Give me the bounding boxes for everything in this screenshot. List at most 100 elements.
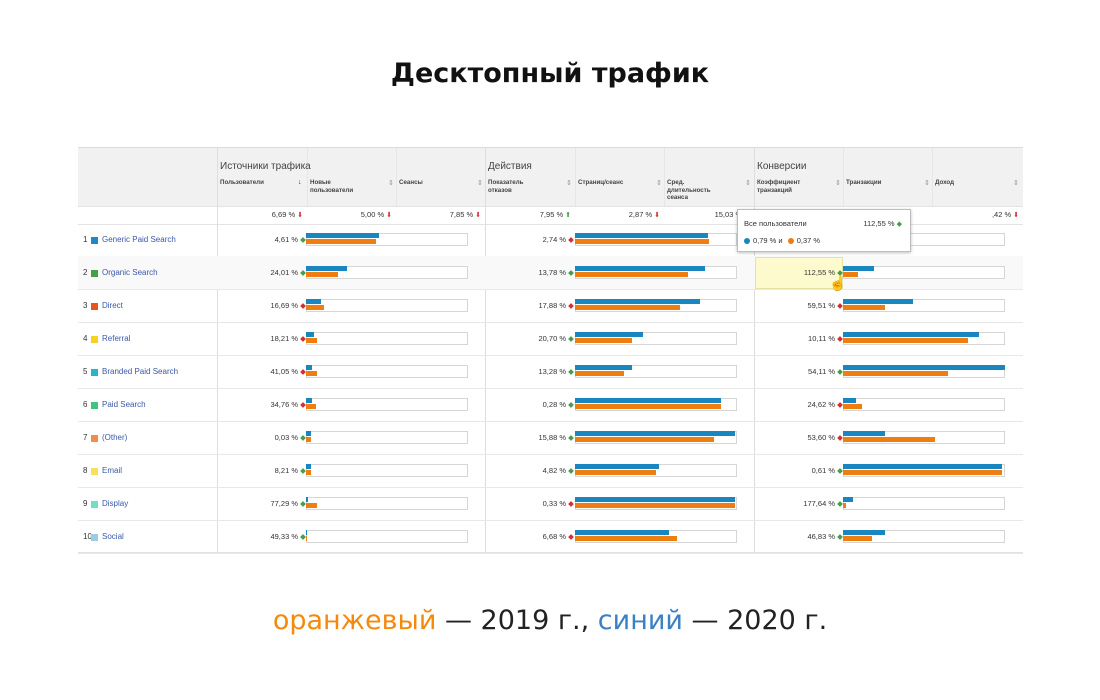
bar-track <box>306 299 468 312</box>
table-row[interactable] <box>78 454 1023 488</box>
color-swatch <box>91 270 98 277</box>
color-swatch <box>91 468 98 475</box>
column-header[interactable]: Сеансы <box>399 179 423 186</box>
metric-value: 54,11 % <box>808 367 835 376</box>
caption-orange: оранжевый <box>272 605 437 636</box>
bar-2019 <box>306 371 318 376</box>
totals-row <box>78 206 1023 225</box>
source-link[interactable]: Referral <box>102 334 131 343</box>
bar-2020 <box>306 497 308 502</box>
bar-2019 <box>575 536 678 541</box>
bar-2020 <box>306 299 321 304</box>
total-text: 6,69 % <box>271 210 296 219</box>
bar-2020 <box>843 464 1002 469</box>
color-swatch <box>91 336 98 343</box>
column-header[interactable]: Пользователи <box>220 179 264 186</box>
bar-2020 <box>843 497 853 502</box>
row-number: 5 <box>83 367 88 376</box>
bar-2019 <box>306 503 318 508</box>
total-text: 7,95 % <box>539 210 564 219</box>
sort-icon[interactable]: ⇕ <box>477 180 483 187</box>
bar-2019 <box>575 404 721 409</box>
total-text: 2,87 % <box>628 210 653 219</box>
metric-value: 2,74 % <box>542 235 566 244</box>
bar-2020 <box>306 365 313 370</box>
bar-2019 <box>843 272 858 277</box>
sort-icon[interactable]: ⇕ <box>745 180 751 187</box>
bar-2019 <box>306 305 324 310</box>
bar-2020 <box>575 365 632 370</box>
bar-2019 <box>843 371 949 376</box>
bar-2020 <box>575 497 736 502</box>
table-row[interactable] <box>78 322 1023 356</box>
metric-value: 17,88 % <box>538 301 566 310</box>
sort-icon[interactable]: ⇕ <box>835 180 841 187</box>
metric-value: 0,61 % <box>811 466 835 475</box>
metric-value: 49,33 % <box>270 532 298 541</box>
color-swatch <box>91 534 98 541</box>
column-divider <box>307 148 308 206</box>
metric-value: 6,68 % <box>542 532 566 541</box>
source-link[interactable]: Organic Search <box>102 268 158 277</box>
bar-track <box>306 332 468 345</box>
source-link[interactable]: Social <box>102 532 124 541</box>
caption-part2: — 2020 г. <box>682 605 828 636</box>
table-row[interactable] <box>78 520 1023 554</box>
column-header[interactable]: Сред. длительность сеанса <box>667 179 711 201</box>
bar-2020 <box>843 398 856 403</box>
down-arrow-icon: ⬇ <box>386 212 392 219</box>
color-swatch <box>91 237 98 244</box>
tooltip-label: Все пользователи <box>744 219 807 228</box>
column-header[interactable]: Страниц/сеанс <box>578 179 624 186</box>
bar-2020 <box>843 299 913 304</box>
caption: оранжевый — 2019 г., синий — 2020 г. <box>0 605 1100 636</box>
table-row[interactable] <box>78 388 1023 422</box>
column-header[interactable]: Новые пользователи <box>310 179 354 194</box>
source-link[interactable]: (Other) <box>102 433 128 442</box>
total-value: 6,69 % ⬇ <box>225 210 303 219</box>
sort-icon[interactable]: ⇕ <box>924 180 930 187</box>
table-row[interactable] <box>78 421 1023 455</box>
table-row[interactable] <box>78 487 1023 521</box>
source-link[interactable]: Direct <box>102 301 123 310</box>
row-number: 10 <box>83 532 92 541</box>
row-number: 3 <box>83 301 88 310</box>
bar-2019 <box>843 503 847 508</box>
column-header[interactable]: Транзакции <box>846 179 882 186</box>
bar-track <box>306 464 468 477</box>
column-header[interactable]: Коэффициент транзакций <box>757 179 801 194</box>
orange-dot-icon <box>787 238 794 245</box>
sort-icon[interactable]: ⇕ <box>566 180 572 187</box>
source-link[interactable]: Branded Paid Search <box>102 367 179 376</box>
bar-2020 <box>575 530 669 535</box>
table-row[interactable] <box>78 289 1023 323</box>
bar-2020 <box>306 398 313 403</box>
color-swatch <box>91 501 98 508</box>
total-value: ,42 % ⬇ <box>941 210 1019 219</box>
bar-2019 <box>843 338 968 343</box>
source-link[interactable]: Paid Search <box>102 400 146 409</box>
sort-icon[interactable]: ⇕ <box>656 180 662 187</box>
sort-icon[interactable]: ⇕ <box>388 180 394 187</box>
column-header[interactable]: Доход <box>935 179 955 186</box>
column-header[interactable]: Показатель отказов <box>488 179 524 194</box>
source-link[interactable]: Generic Paid Search <box>102 235 176 244</box>
metric-value: 4,61 % <box>274 235 298 244</box>
hand-cursor-icon: ☝ <box>829 275 847 291</box>
bar-2019 <box>575 272 689 277</box>
metric-value: 20,70 % <box>538 334 566 343</box>
metric-value: 18,21 % <box>270 334 298 343</box>
row-number: 1 <box>83 235 88 244</box>
page-title: Десктопный трафик <box>390 58 710 89</box>
sort-icon[interactable]: ↓ <box>298 179 302 186</box>
source-link[interactable]: Email <box>102 466 123 475</box>
column-divider <box>485 148 486 552</box>
table-row[interactable] <box>78 355 1023 389</box>
down-arrow-icon: ⬇ <box>475 212 481 219</box>
bar-2019 <box>306 536 307 541</box>
source-link[interactable]: Display <box>102 499 129 508</box>
bar-2020 <box>306 332 315 337</box>
caption-blue: синий <box>597 605 683 636</box>
sort-icon[interactable]: ⇕ <box>1013 180 1019 187</box>
row-number: 7 <box>83 433 88 442</box>
